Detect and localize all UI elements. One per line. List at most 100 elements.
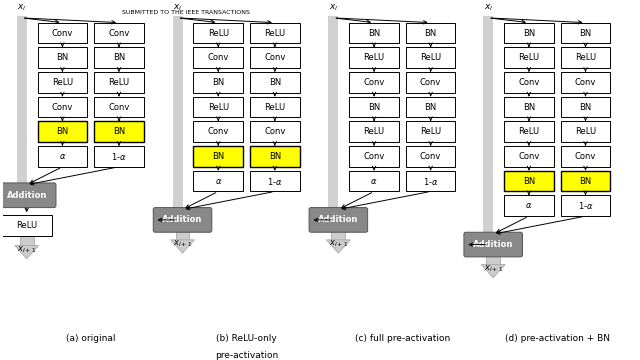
Text: ReLU: ReLU — [364, 53, 385, 62]
Bar — [17, 16, 27, 200]
Text: ReLU: ReLU — [264, 103, 285, 112]
Text: BN: BN — [212, 152, 225, 161]
Text: $x_{l+1}$: $x_{l+1}$ — [17, 244, 36, 255]
Text: $x_l$: $x_l$ — [329, 3, 338, 13]
Polygon shape — [326, 240, 350, 253]
Text: BN: BN — [113, 127, 125, 136]
Bar — [561, 47, 611, 68]
Bar — [94, 146, 144, 167]
Text: BN: BN — [523, 103, 535, 112]
Text: BN: BN — [579, 28, 591, 37]
Bar — [332, 230, 346, 240]
Bar — [2, 215, 51, 236]
Bar — [561, 121, 611, 142]
Text: BN: BN — [523, 28, 535, 37]
Text: ReLU: ReLU — [208, 103, 229, 112]
Text: ReLU: ReLU — [16, 221, 37, 230]
Bar — [349, 171, 399, 192]
Bar — [561, 72, 611, 93]
Text: $x_l$: $x_l$ — [173, 3, 182, 13]
Bar — [349, 121, 399, 142]
Text: $x_l$: $x_l$ — [17, 3, 26, 13]
Bar — [193, 146, 243, 167]
Text: $1\text{-}\alpha$: $1\text{-}\alpha$ — [267, 176, 283, 186]
Bar — [406, 121, 456, 142]
Text: BN: BN — [269, 152, 281, 161]
Text: $1\text{-}\alpha$: $1\text{-}\alpha$ — [578, 200, 593, 211]
FancyBboxPatch shape — [153, 208, 212, 232]
Text: Conv: Conv — [420, 78, 442, 87]
Text: Conv: Conv — [364, 152, 385, 161]
Polygon shape — [15, 246, 38, 259]
Bar — [406, 171, 456, 192]
FancyBboxPatch shape — [464, 232, 522, 257]
Bar — [504, 146, 554, 167]
Bar — [20, 236, 34, 246]
Text: $\alpha$: $\alpha$ — [525, 201, 532, 210]
Bar — [349, 96, 399, 117]
Text: $\alpha$: $\alpha$ — [214, 176, 222, 185]
Bar — [406, 72, 456, 93]
Text: (d) pre-activation + BN: (d) pre-activation + BN — [505, 334, 610, 343]
FancyBboxPatch shape — [0, 183, 56, 208]
Text: BN: BN — [523, 176, 535, 185]
Text: Conv: Conv — [52, 103, 73, 112]
Bar — [504, 121, 554, 142]
Text: Addition: Addition — [6, 191, 47, 200]
Bar — [561, 195, 611, 216]
Bar — [94, 47, 144, 68]
Polygon shape — [171, 240, 195, 253]
Text: $\alpha$: $\alpha$ — [59, 152, 66, 161]
Text: $\alpha$: $\alpha$ — [371, 176, 378, 185]
Text: BN: BN — [579, 103, 591, 112]
Bar — [328, 16, 339, 225]
Text: BN: BN — [56, 53, 68, 62]
FancyBboxPatch shape — [309, 208, 367, 232]
Bar — [250, 121, 300, 142]
Bar — [193, 96, 243, 117]
Bar — [561, 96, 611, 117]
Bar — [250, 171, 300, 192]
Bar — [38, 47, 87, 68]
Text: Conv: Conv — [575, 152, 596, 161]
Bar — [173, 16, 182, 225]
Text: Conv: Conv — [364, 78, 385, 87]
Text: (c) full pre-activation: (c) full pre-activation — [355, 334, 450, 343]
Text: BN: BN — [424, 103, 436, 112]
Text: $1\text{-}\alpha$: $1\text{-}\alpha$ — [423, 176, 438, 186]
Text: SUBMITTED TO THE IEEE TRANSACTIONS: SUBMITTED TO THE IEEE TRANSACTIONS — [122, 10, 250, 15]
Bar — [561, 146, 611, 167]
Text: Conv: Conv — [518, 152, 540, 161]
Text: Addition: Addition — [318, 215, 358, 224]
Text: BN: BN — [368, 28, 380, 37]
Text: ReLU: ReLU — [518, 127, 540, 136]
Text: BN: BN — [212, 78, 225, 87]
Text: $x_{l+1}$: $x_{l+1}$ — [484, 263, 503, 274]
Bar — [94, 96, 144, 117]
Bar — [504, 23, 554, 44]
Text: BN: BN — [579, 176, 591, 185]
Text: (b) ReLU-only: (b) ReLU-only — [216, 334, 277, 343]
Bar — [406, 96, 456, 117]
Bar — [250, 146, 300, 167]
Text: $1\text{-}\alpha$: $1\text{-}\alpha$ — [111, 151, 127, 162]
Bar — [504, 171, 554, 192]
Text: Conv: Conv — [575, 78, 596, 87]
Text: ReLU: ReLU — [108, 78, 129, 87]
Bar — [504, 195, 554, 216]
Bar — [250, 96, 300, 117]
Bar — [349, 47, 399, 68]
Bar — [561, 23, 611, 44]
Bar — [349, 23, 399, 44]
Bar — [193, 72, 243, 93]
Text: BN: BN — [269, 78, 281, 87]
Text: Conv: Conv — [108, 28, 130, 37]
Text: BN: BN — [368, 103, 380, 112]
Bar — [94, 121, 144, 142]
Text: $x_{l+1}$: $x_{l+1}$ — [329, 238, 348, 249]
Text: Conv: Conv — [264, 53, 285, 62]
Text: Conv: Conv — [518, 78, 540, 87]
Text: Addition: Addition — [163, 215, 203, 224]
Text: BN: BN — [424, 28, 436, 37]
Bar — [38, 23, 87, 44]
